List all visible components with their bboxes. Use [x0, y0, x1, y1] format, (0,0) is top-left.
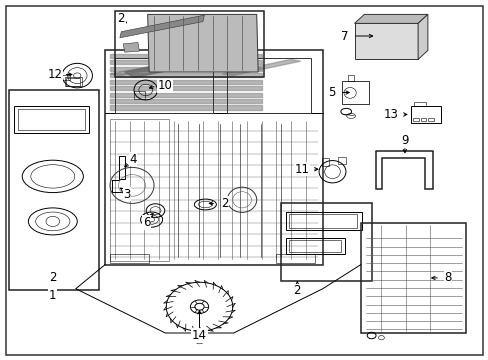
Bar: [338, 157, 345, 164]
Polygon shape: [110, 60, 261, 64]
Bar: [427, 118, 433, 121]
Bar: [288, 240, 341, 252]
Bar: [342, 81, 368, 104]
Text: 10: 10: [158, 79, 172, 92]
Text: 4: 4: [129, 153, 137, 166]
Bar: [288, 214, 356, 228]
Polygon shape: [222, 59, 300, 76]
Text: 7: 7: [340, 30, 348, 42]
Text: 11: 11: [294, 163, 309, 176]
Bar: [410, 106, 440, 123]
Text: 9: 9: [400, 134, 408, 147]
Text: 12: 12: [47, 68, 62, 81]
Bar: [281, 203, 371, 281]
Polygon shape: [110, 105, 261, 110]
Text: 2: 2: [117, 12, 125, 25]
Polygon shape: [110, 80, 261, 84]
Bar: [412, 118, 418, 121]
Bar: [227, 58, 310, 113]
Polygon shape: [354, 14, 427, 23]
Bar: [110, 254, 149, 263]
Text: 5: 5: [327, 86, 335, 99]
Bar: [119, 156, 124, 179]
Polygon shape: [110, 54, 261, 58]
Polygon shape: [124, 50, 242, 77]
Bar: [110, 119, 168, 261]
Polygon shape: [110, 59, 198, 76]
Bar: [18, 109, 85, 130]
Bar: [65, 78, 80, 86]
Text: 13: 13: [383, 108, 398, 121]
Bar: [347, 75, 353, 81]
Polygon shape: [123, 42, 139, 52]
Text: 14: 14: [192, 329, 206, 342]
Polygon shape: [110, 86, 261, 90]
Bar: [64, 77, 81, 86]
Text: 2: 2: [293, 284, 301, 297]
Polygon shape: [110, 73, 261, 77]
Bar: [105, 50, 322, 265]
Text: 2: 2: [221, 197, 228, 210]
Polygon shape: [120, 15, 204, 38]
Text: 8: 8: [443, 271, 451, 284]
Polygon shape: [110, 99, 261, 103]
Bar: [61, 75, 70, 80]
Bar: [9, 90, 99, 290]
Polygon shape: [110, 93, 261, 97]
Bar: [134, 91, 145, 99]
Bar: [285, 238, 344, 254]
Text: 1: 1: [49, 289, 57, 302]
Polygon shape: [147, 14, 258, 72]
Bar: [413, 102, 426, 106]
Text: 3: 3: [123, 188, 131, 201]
Polygon shape: [110, 67, 261, 71]
Text: 2: 2: [49, 271, 57, 284]
Bar: [420, 118, 426, 121]
Bar: [276, 254, 315, 263]
Bar: [360, 223, 465, 333]
Bar: [285, 212, 361, 230]
Polygon shape: [354, 23, 417, 59]
Bar: [14, 106, 89, 133]
Bar: [321, 158, 328, 166]
Bar: [115, 58, 212, 113]
Bar: [115, 11, 264, 77]
Polygon shape: [417, 14, 427, 59]
Text: 6: 6: [142, 216, 150, 229]
